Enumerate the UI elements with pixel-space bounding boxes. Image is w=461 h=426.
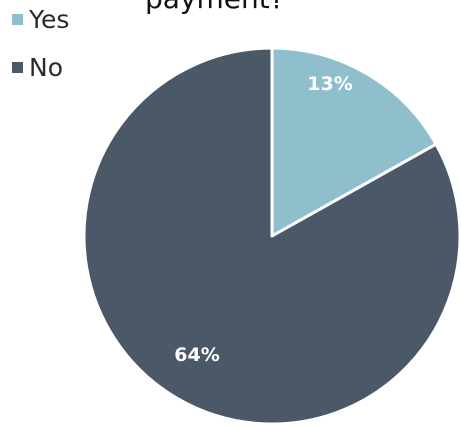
legend-label-no: No [29, 52, 63, 82]
legend-item-no: No [12, 50, 69, 84]
legend-swatch-yes [12, 13, 23, 25]
pie-slice-yes [270, 46, 438, 238]
chart-legend: Yes No [12, 2, 69, 98]
pie-value-labels: 13% 64% [174, 73, 352, 366]
legend-item-yes: Yes [12, 2, 69, 36]
pie-label-no: 64% [174, 344, 219, 366]
pie-label-yes: 13% [307, 73, 352, 95]
legend-swatch-no [12, 61, 23, 73]
pie-slice-no [82, 46, 461, 426]
pie-slices [82, 46, 461, 426]
legend-label-yes: Yes [29, 4, 70, 34]
chart-title: payment? [145, 0, 285, 15]
